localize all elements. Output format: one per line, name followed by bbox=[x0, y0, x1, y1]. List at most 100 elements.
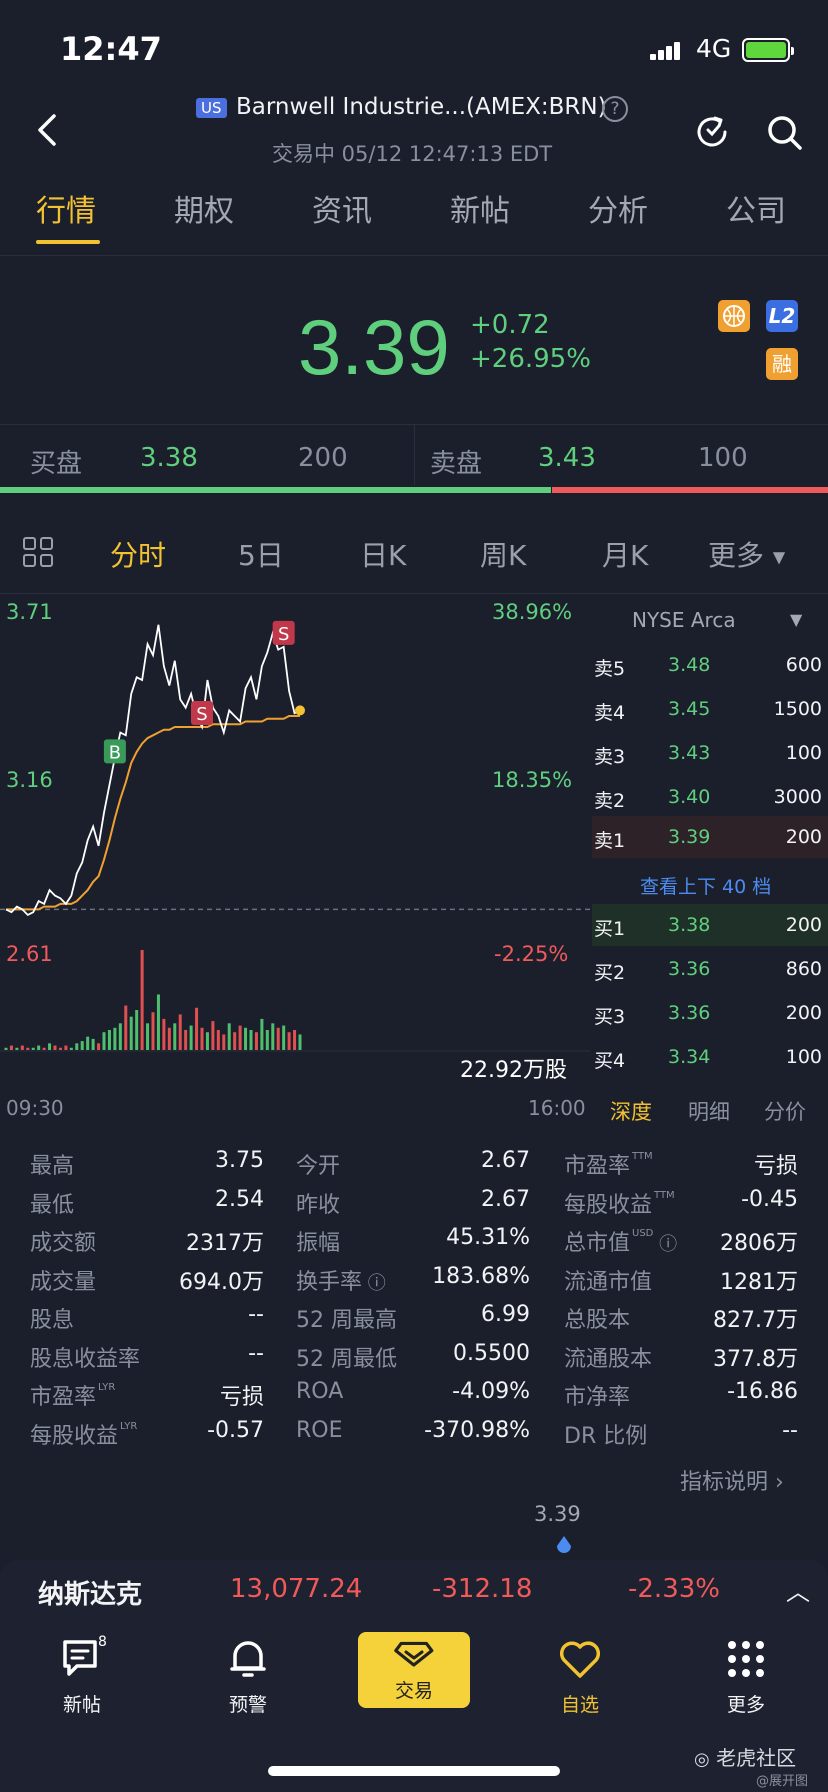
indicator-explanation-link[interactable]: 指标说明 › bbox=[680, 1470, 784, 1495]
basketball-icon[interactable] bbox=[718, 300, 750, 332]
volume-bar bbox=[205, 1032, 209, 1050]
volume-bar bbox=[265, 1030, 269, 1050]
level2-badge[interactable]: L2 bbox=[766, 300, 798, 332]
pct-high-label: 38.96% bbox=[492, 600, 573, 624]
stat-value-right-1: -0.45 bbox=[741, 1186, 798, 1212]
stat-value-left-5: -- bbox=[248, 1340, 264, 1366]
stat-value-mid-6: -4.09% bbox=[452, 1379, 530, 1404]
stat-label-left-0: 最高 bbox=[30, 1154, 75, 1179]
chart-tabs: 分时 5日 日K 周K 月K 更多 ▼ bbox=[0, 528, 828, 594]
tab-depth[interactable]: 深度 bbox=[610, 1100, 652, 1124]
tab-weekly-k[interactable]: 周K bbox=[480, 539, 527, 572]
stat-label-left-5: 股息收益率 bbox=[30, 1346, 141, 1372]
volume-bar bbox=[86, 1036, 90, 1050]
chevron-up-icon[interactable]: ︿ bbox=[786, 1578, 810, 1606]
info-icon[interactable]: ⓘ bbox=[362, 1272, 386, 1294]
stat-label-left-7: 每股收益 LYR bbox=[30, 1420, 138, 1449]
volume-bar bbox=[9, 1045, 13, 1050]
stat-label-mid-3: 换手率 ⓘ bbox=[296, 1269, 386, 1295]
volume-bar bbox=[162, 1018, 166, 1050]
ask-row-5[interactable]: 卖5 3.48 600 bbox=[594, 654, 822, 680]
nav-more[interactable]: 更多 bbox=[696, 1636, 796, 1717]
range-marker-value: 3.39 bbox=[534, 1502, 581, 1526]
tab-monthly-k[interactable]: 月K bbox=[602, 539, 649, 572]
time-end-label: 16:00 bbox=[528, 1096, 586, 1120]
home-indicator[interactable] bbox=[268, 1766, 560, 1776]
nav-posts[interactable]: 8 新帖 bbox=[32, 1634, 132, 1717]
volume-bar bbox=[135, 1010, 139, 1050]
index-ticker[interactable]: 纳斯达克 13,077.24 -312.18 -2.33% ︿ bbox=[0, 1560, 828, 1620]
tab-price-dist[interactable]: 分价 bbox=[764, 1100, 806, 1124]
ask-row-2[interactable]: 卖2 3.40 3000 bbox=[594, 786, 822, 812]
nav-trade[interactable]: 交易 bbox=[358, 1632, 470, 1708]
stat-value-right-7: -- bbox=[782, 1417, 798, 1443]
tab-news[interactable]: 资讯 bbox=[312, 194, 372, 229]
ask-label: 卖盘 bbox=[430, 449, 483, 479]
back-icon[interactable] bbox=[28, 110, 68, 150]
stat-value-right-4: 827.7万 bbox=[713, 1308, 798, 1333]
view-40-levels-link[interactable]: 查看上下 40 档 bbox=[640, 876, 772, 898]
ask-row-1[interactable]: 卖1 3.39 200 bbox=[592, 816, 828, 858]
volume-bar bbox=[276, 1027, 280, 1050]
stat-value-mid-0: 2.67 bbox=[481, 1148, 530, 1173]
volume-bar bbox=[287, 1032, 291, 1050]
stat-label-mid-7: ROE bbox=[296, 1417, 343, 1443]
stat-label-mid-4: 52 周最高 bbox=[296, 1308, 397, 1333]
refresh-icon[interactable] bbox=[692, 112, 732, 152]
volume-bar bbox=[140, 950, 144, 1050]
margin-badge[interactable]: 融 bbox=[766, 348, 798, 380]
tab-analysis[interactable]: 分析 bbox=[588, 194, 648, 229]
chevron-down-icon[interactable]: ▼ bbox=[790, 610, 803, 629]
ask-row-4[interactable]: 卖4 3.45 1500 bbox=[594, 698, 822, 724]
stat-label-right-5: 流通股本 bbox=[564, 1346, 653, 1372]
tab-daily-k[interactable]: 日K bbox=[360, 539, 407, 572]
tab-more[interactable]: 更多 ▼ bbox=[708, 539, 786, 572]
volume-bar bbox=[189, 1025, 193, 1050]
volume-bar bbox=[222, 1034, 226, 1050]
volume-bar bbox=[48, 1043, 52, 1050]
market-badge: US bbox=[196, 98, 227, 118]
grid-icon[interactable] bbox=[22, 536, 54, 568]
chart-canvas: B S S bbox=[0, 620, 590, 1052]
tab-details[interactable]: 明细 bbox=[688, 1100, 730, 1124]
stat-value-right-0: 亏损 bbox=[753, 1154, 798, 1179]
bid-row-1[interactable]: 买1 3.38 200 bbox=[592, 904, 828, 946]
bid-row-4[interactable]: 买4 3.34 100 bbox=[594, 1046, 822, 1072]
help-icon[interactable]: ? bbox=[602, 96, 628, 122]
trade-marker-label: B bbox=[109, 742, 121, 763]
stat-label-right-7: DR 比例 bbox=[564, 1423, 648, 1449]
tab-options[interactable]: 期权 bbox=[174, 194, 234, 229]
tab-posts[interactable]: 新帖 bbox=[450, 194, 510, 229]
bid-row-2[interactable]: 买2 3.36 860 bbox=[594, 958, 822, 984]
ask-row-3[interactable]: 卖3 3.43 100 bbox=[594, 742, 822, 768]
ask-size: 100 bbox=[698, 443, 748, 473]
nav-watchlist[interactable]: 自选 bbox=[530, 1636, 630, 1717]
tab-company[interactable]: 公司 bbox=[726, 194, 786, 229]
exchange-selector[interactable]: NYSE Arca bbox=[632, 608, 736, 632]
stat-value-right-3: 1281万 bbox=[720, 1269, 798, 1295]
stat-label-right-0: 市盈率 TTM bbox=[564, 1151, 653, 1179]
volume-bar bbox=[53, 1045, 57, 1050]
stat-value-mid-5: 0.5500 bbox=[453, 1340, 530, 1366]
tab-intraday[interactable]: 分时 bbox=[110, 539, 167, 572]
volume-bar bbox=[118, 1023, 122, 1050]
info-icon[interactable]: ⓘ bbox=[653, 1234, 678, 1255]
volume-bar bbox=[254, 1032, 258, 1050]
bid-ask-bar: 买盘 3.38 200 卖盘 3.43 100 bbox=[0, 424, 828, 485]
volume-bar bbox=[271, 1023, 275, 1050]
volume-bar bbox=[244, 1027, 248, 1050]
watermark-credit: @展开图 bbox=[756, 1774, 809, 1789]
stat-label-right-3: 流通市值 bbox=[564, 1269, 653, 1295]
volume-bar bbox=[15, 1047, 19, 1050]
stat-label-left-1: 最低 bbox=[30, 1192, 75, 1218]
bid-row-3[interactable]: 买3 3.36 200 bbox=[594, 1002, 822, 1028]
bid-price: 3.38 bbox=[140, 443, 198, 473]
trade-marker bbox=[191, 701, 213, 726]
tab-5day[interactable]: 5日 bbox=[238, 539, 284, 572]
search-icon[interactable] bbox=[764, 112, 804, 152]
nav-alerts[interactable]: 预警 bbox=[198, 1636, 298, 1717]
volume-bar bbox=[173, 1023, 177, 1050]
volume-bar bbox=[146, 1023, 150, 1050]
tab-market[interactable]: 行情 bbox=[36, 194, 96, 229]
